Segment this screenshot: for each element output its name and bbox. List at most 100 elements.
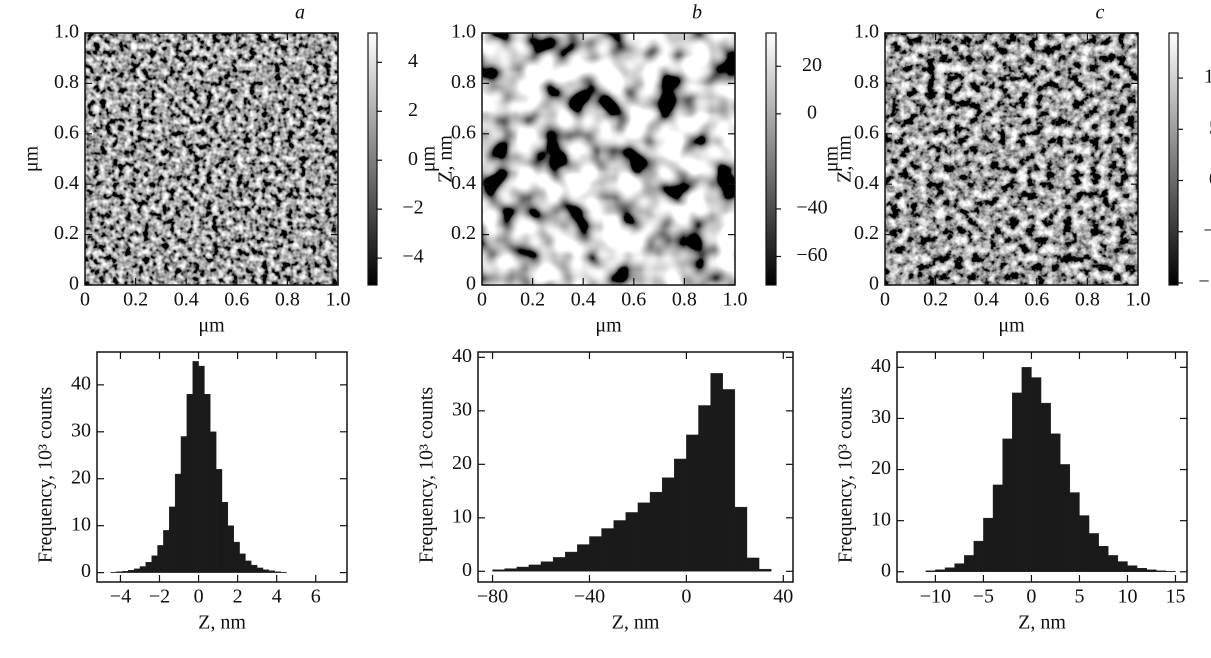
histogram-bar	[493, 570, 505, 572]
colorbar-tick-label: 20	[802, 54, 822, 76]
histogram-bar	[163, 530, 169, 572]
histogram-bar	[541, 562, 553, 572]
x-tick-label: 0.4	[174, 289, 199, 311]
histogram-bar	[626, 512, 638, 571]
x-tick-label: 1.0	[326, 289, 351, 311]
histogram-bar	[638, 503, 650, 571]
y-tick-label: 0.2	[451, 222, 476, 244]
histogram-bar	[245, 561, 251, 573]
histogram-bar	[553, 557, 565, 571]
y-axis-label: μm	[418, 145, 440, 172]
y-axis-label: Frequency, 10³ counts	[416, 387, 438, 564]
x-tick-label: 0.6	[621, 289, 646, 311]
histogram-bar	[565, 552, 577, 571]
y-tick-label: 10	[452, 505, 472, 527]
histogram-bar	[711, 373, 723, 571]
histogram-bar	[577, 545, 589, 572]
histogram-bar	[974, 541, 984, 572]
y-tick-label: 0.8	[854, 71, 879, 93]
x-tick-label: 0.4	[571, 289, 596, 311]
afm-image	[482, 33, 735, 285]
histogram-bar	[589, 537, 601, 572]
histogram-bar	[926, 571, 936, 572]
histogram-bar	[935, 570, 945, 572]
x-tick-label: 10	[1117, 586, 1137, 608]
y-tick-label: 0	[869, 273, 879, 295]
y-tick-label: 0	[462, 559, 472, 581]
y-tick-label: 0	[466, 273, 476, 295]
histogram-bar	[275, 572, 281, 573]
histogram-bar	[1156, 571, 1166, 572]
colorbar-tick-label: 2	[408, 99, 418, 121]
y-tick-label: 0.8	[451, 71, 476, 93]
histogram-bar	[169, 507, 175, 573]
y-tick-label: 0	[69, 273, 79, 295]
histogram-bar	[650, 492, 662, 571]
x-axis-label: Z, nm	[198, 612, 246, 634]
histogram-bar	[1060, 464, 1070, 571]
histogram-bar	[735, 507, 747, 571]
histogram-bar	[747, 558, 759, 571]
x-tick-label: 15	[1165, 586, 1185, 608]
histogram-bar	[983, 518, 993, 572]
x-tick-label: 5	[1074, 586, 1084, 608]
histogram-bar	[234, 542, 240, 573]
histogram-bar	[964, 555, 974, 571]
x-tick-label: −10	[920, 586, 951, 608]
histogram-bar	[529, 565, 541, 571]
y-tick-label: 30	[871, 406, 891, 428]
x-tick-label: 0.2	[520, 289, 545, 311]
colorbar	[766, 33, 776, 285]
histogram-bar	[1012, 393, 1022, 572]
colorbar-tick-label: −5	[1203, 219, 1211, 241]
y-tick-label: 10	[871, 508, 891, 530]
histogram-bar	[686, 435, 698, 571]
y-tick-label: 0.4	[54, 172, 79, 194]
histogram-bar	[152, 556, 158, 573]
histogram-bar	[1003, 439, 1013, 572]
colorbar-tick-label: −10	[1198, 271, 1211, 293]
x-tick-label: −80	[477, 586, 508, 608]
histogram-bar	[505, 569, 517, 572]
histogram-bar	[117, 572, 123, 573]
x-tick-label: 0	[194, 586, 204, 608]
histogram-bar	[181, 436, 187, 572]
colorbar-tick-label: 0	[408, 148, 418, 170]
histogram-bar	[614, 520, 626, 571]
histogram-bar	[517, 567, 529, 571]
y-tick-label: 0.4	[451, 172, 476, 194]
histogram-bar	[602, 529, 614, 572]
histogram-bar	[228, 526, 234, 573]
histogram-bar	[1108, 555, 1118, 571]
x-tick-label: 2	[233, 586, 243, 608]
y-tick-label: 30	[71, 419, 91, 441]
histogram-bar	[759, 569, 771, 571]
x-axis-label: Z, nm	[612, 612, 660, 634]
colorbar-tick-label: −40	[796, 197, 827, 219]
histogram-bar	[158, 545, 164, 572]
histogram-bar	[210, 432, 216, 573]
y-tick-label: 0.8	[54, 71, 79, 93]
histogram-bar	[1031, 378, 1041, 572]
panel-label: c	[1096, 2, 1105, 24]
histogram-bar	[199, 366, 205, 573]
y-tick-label: 0.6	[54, 121, 79, 143]
histogram-bar	[140, 567, 146, 573]
x-tick-label: 0	[80, 289, 90, 311]
histogram-bar	[1147, 570, 1157, 572]
y-axis-label: μm	[821, 145, 843, 172]
colorbar-tick-label: −2	[402, 197, 423, 219]
histogram-bar	[251, 565, 257, 573]
histogram-bar	[1089, 533, 1099, 571]
histogram-bar	[1041, 403, 1051, 572]
histogram-bar	[193, 361, 199, 572]
x-tick-label: 40	[773, 586, 793, 608]
histogram-bar	[128, 570, 134, 572]
x-tick-label: 0.2	[123, 289, 148, 311]
y-axis-label: μm	[21, 145, 43, 172]
panel-label: a	[295, 2, 305, 24]
histogram-bar	[662, 478, 674, 572]
x-tick-label: 0	[1026, 586, 1036, 608]
x-tick-label: 1.0	[723, 289, 748, 311]
y-tick-label: 0.6	[451, 121, 476, 143]
